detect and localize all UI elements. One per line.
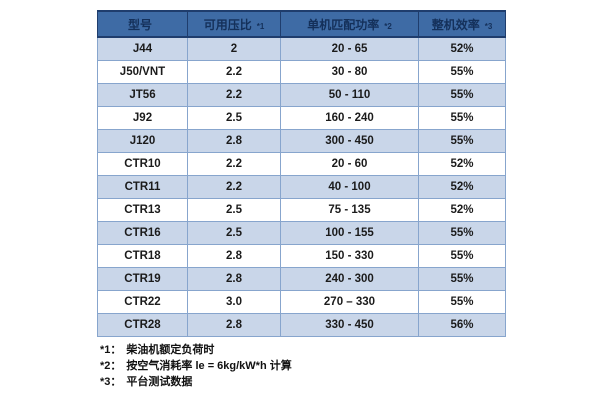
column-header-label: 可用压比 — [203, 17, 252, 32]
cell-model: CTR18 — [97, 244, 188, 268]
footnote-1: *1： 柴油机额定负荷时 — [100, 342, 292, 358]
cell-pressure-ratio: 2.5 — [187, 106, 281, 130]
cell-model: CTR28 — [97, 313, 188, 337]
column-header-pressure-ratio: 可用压比 *1 — [187, 10, 281, 38]
cell-pressure-ratio: 2.2 — [187, 83, 281, 107]
footnote-3: *3： 平台测试数据 — [100, 374, 292, 390]
cell-power-range: 150 - 330 — [280, 244, 419, 268]
footnote-marker: *1 — [256, 21, 265, 31]
cell-model: CTR13 — [97, 198, 188, 222]
cell-pressure-ratio: 3.0 — [187, 290, 281, 314]
cell-efficiency: 55% — [418, 221, 506, 245]
footnote-marker: *3： — [100, 376, 122, 388]
table-row: J92 2.5 160 - 240 55% — [97, 106, 506, 130]
cell-efficiency: 55% — [418, 267, 506, 291]
cell-model: CTR22 — [97, 290, 188, 314]
footnote-marker: *2 — [384, 21, 392, 31]
table-row: J50/VNT 2.2 30 - 80 55% — [97, 60, 506, 84]
cell-power-range: 100 - 155 — [280, 221, 419, 245]
cell-efficiency: 52% — [418, 198, 506, 222]
footnote-2: *2： 按空气消耗率 le = 6kg/kW*h 计算 — [100, 358, 292, 374]
cell-efficiency: 56% — [418, 313, 506, 337]
table-row: JT56 2.2 50 - 110 55% — [97, 83, 506, 107]
cell-model: J120 — [97, 129, 188, 153]
cell-power-range: 20 - 60 — [280, 152, 419, 176]
footnote-marker: *2： — [100, 360, 122, 372]
footnotes: *1： 柴油机额定负荷时 *2： 按空气消耗率 le = 6kg/kW*h 计算 *… — [100, 342, 292, 390]
cell-pressure-ratio: 2.2 — [187, 152, 281, 176]
footnote-text: 柴油机额定负荷时 — [126, 344, 215, 356]
cell-pressure-ratio: 2.2 — [187, 175, 281, 199]
cell-power-range: 20 - 65 — [280, 36, 419, 61]
spec-table: 型号 可用压比 *1 单机匹配功率 *2 整机效率 *3 J44 2 20 - 65 … — [97, 10, 506, 337]
cell-efficiency: 55% — [418, 129, 506, 153]
footnote-marker: *3 — [484, 21, 493, 31]
table-row: CTR16 2.5 100 - 155 55% — [97, 221, 506, 245]
header-row: 型号 可用压比 *1 单机匹配功率 *2 整机效率 *3 — [97, 10, 506, 38]
column-header-model: 型号 — [97, 10, 188, 38]
cell-power-range: 160 - 240 — [280, 106, 419, 130]
cell-model: CTR11 — [97, 175, 188, 199]
cell-efficiency: 52% — [418, 36, 506, 61]
cell-pressure-ratio: 2 — [187, 36, 281, 61]
cell-pressure-ratio: 2.5 — [187, 221, 281, 245]
table-row: CTR19 2.8 240 - 300 55% — [97, 267, 506, 291]
cell-efficiency: 52% — [418, 152, 506, 176]
cell-pressure-ratio: 2.8 — [187, 313, 281, 337]
cell-power-range: 40 - 100 — [280, 175, 419, 199]
cell-power-range: 300 - 450 — [280, 129, 419, 153]
table-row: CTR11 2.2 40 - 100 52% — [97, 175, 506, 199]
footnote-text: 平台测试数据 — [126, 376, 193, 388]
table-row: CTR28 2.8 330 - 450 56% — [97, 313, 506, 337]
table-row: J120 2.8 300 - 450 55% — [97, 129, 506, 153]
column-header-label: 单机匹配功率 — [307, 17, 380, 32]
cell-model: CTR19 — [97, 267, 188, 291]
cell-efficiency: 55% — [418, 290, 506, 314]
cell-pressure-ratio: 2.8 — [187, 267, 281, 291]
cell-power-range: 330 - 450 — [280, 313, 419, 337]
column-header-efficiency: 整机效率 *3 — [418, 10, 506, 38]
cell-power-range: 30 - 80 — [280, 60, 419, 84]
cell-pressure-ratio: 2.8 — [187, 129, 281, 153]
column-header-label: 整机效率 — [431, 17, 480, 32]
cell-model: J50/VNT — [97, 60, 188, 84]
cell-power-range: 50 - 110 — [280, 83, 419, 107]
cell-pressure-ratio: 2.5 — [187, 198, 281, 222]
cell-pressure-ratio: 2.2 — [187, 60, 281, 84]
cell-efficiency: 52% — [418, 175, 506, 199]
cell-power-range: 270 – 330 — [280, 290, 419, 314]
cell-model: JT56 — [97, 83, 188, 107]
cell-model: CTR10 — [97, 152, 188, 176]
cell-power-range: 75 - 135 — [280, 198, 419, 222]
cell-pressure-ratio: 2.8 — [187, 244, 281, 268]
table-row: J44 2 20 - 65 52% — [97, 36, 506, 61]
column-header-label: 型号 — [127, 17, 152, 32]
cell-efficiency: 55% — [418, 106, 506, 130]
cell-efficiency: 55% — [418, 83, 506, 107]
column-header-power-range: 单机匹配功率 *2 — [280, 10, 419, 38]
table-row: CTR10 2.2 20 - 60 52% — [97, 152, 506, 176]
table-row: CTR13 2.5 75 - 135 52% — [97, 198, 506, 222]
cell-model: J92 — [97, 106, 188, 130]
cell-model: CTR16 — [97, 221, 188, 245]
table-row: CTR22 3.0 270 – 330 55% — [97, 290, 506, 314]
cell-efficiency: 55% — [418, 244, 506, 268]
footnote-marker: *1： — [100, 344, 122, 356]
cell-efficiency: 55% — [418, 60, 506, 84]
footnote-text: 按空气消耗率 le = 6kg/kW*h 计算 — [126, 360, 292, 372]
cell-model: J44 — [97, 36, 188, 61]
table-row: CTR18 2.8 150 - 330 55% — [97, 244, 506, 268]
cell-power-range: 240 - 300 — [280, 267, 419, 291]
